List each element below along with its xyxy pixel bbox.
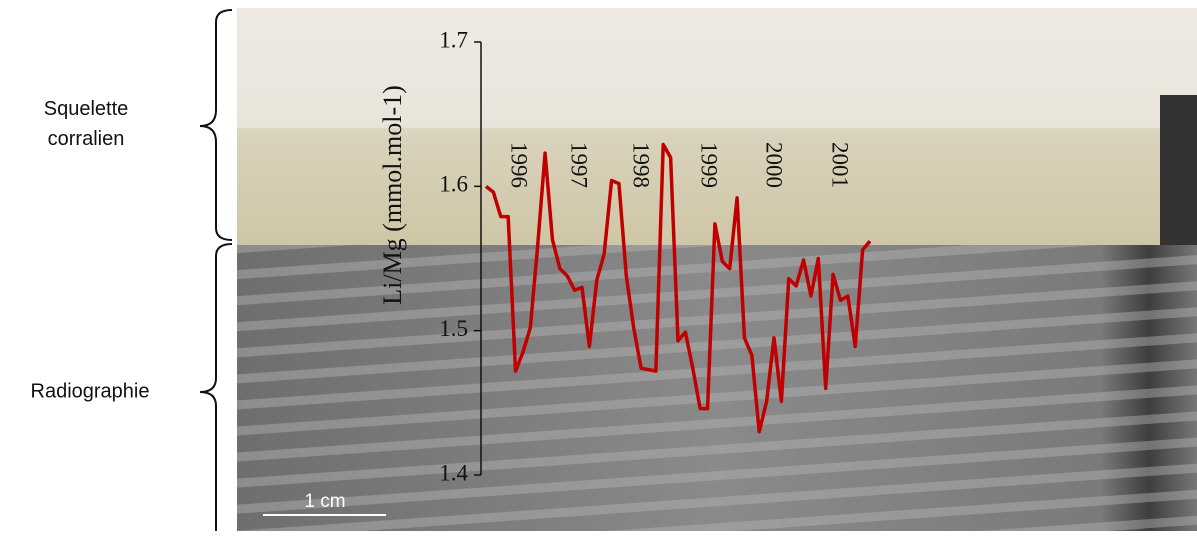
y-tick-label: 1.4 [439,460,468,485]
year-annotation: 1996 [507,142,532,188]
year-annotation: 1999 [697,142,722,188]
data-line [484,142,872,434]
brackets [199,9,233,531]
side-label: Squelette corralien [44,98,129,150]
y-tick-label: 1.5 [439,316,468,341]
year-annotation: 2000 [762,142,787,188]
scale-label: 1 cm [304,491,345,512]
year-annotation: 1997 [567,142,592,188]
y-tick-label: 1.6 [439,172,468,197]
y-axis-label: Li/Mg (mmol.mol-1) [378,85,407,305]
side-label: Radiographie [31,380,150,402]
y-tick-label: 1.7 [439,27,468,52]
year-annotation: 2001 [828,142,853,188]
photo [237,8,1197,531]
year-annotation: 1998 [629,142,654,188]
